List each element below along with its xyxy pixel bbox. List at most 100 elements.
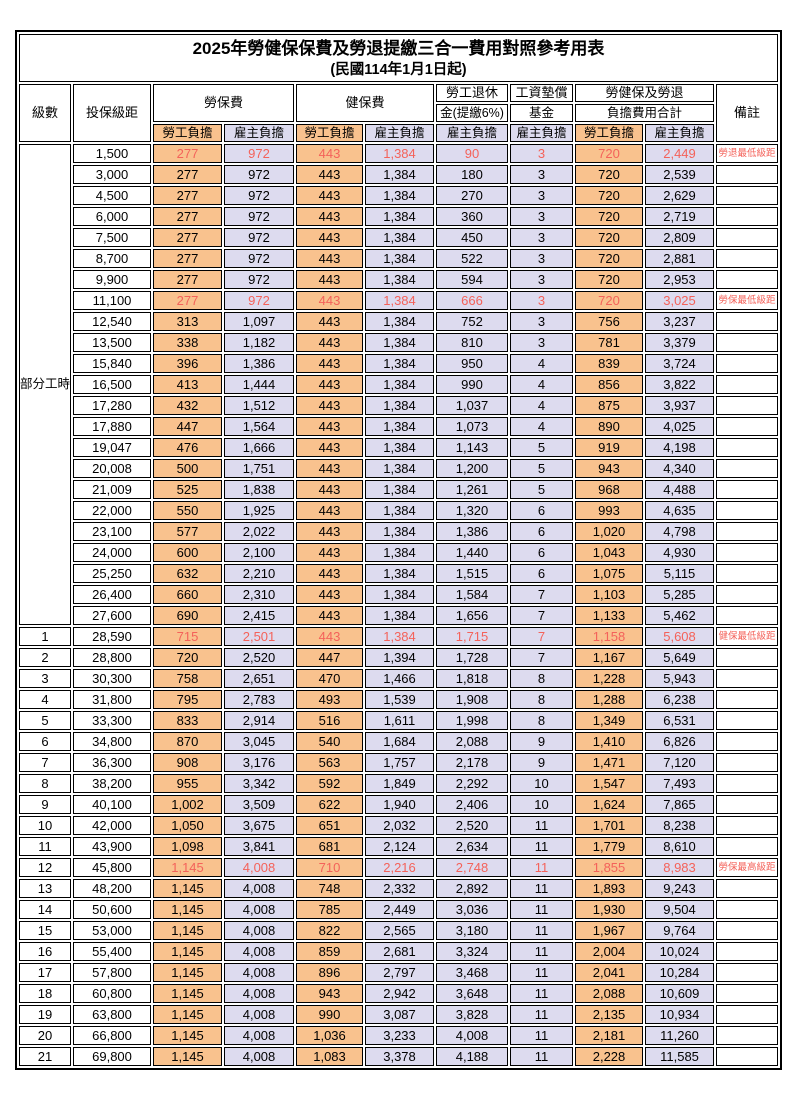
remark-cell — [716, 816, 779, 835]
total-employer-cell: 5,943 — [645, 669, 715, 688]
salary-bracket-cell: 21,009 — [73, 480, 152, 499]
level-cell: 15 — [19, 921, 72, 940]
health-employer-cell: 1,384 — [365, 564, 435, 583]
health-employer-cell: 1,384 — [365, 354, 435, 373]
subheader-wage-fund-employer-share: 雇主負擔 — [510, 124, 574, 142]
labor-employer-cell: 1,751 — [224, 459, 295, 478]
total-employer-cell: 3,379 — [645, 333, 715, 352]
remark-cell: 健保最低級距 — [716, 627, 779, 646]
wage-fund-employer-cell: 11 — [510, 900, 574, 919]
labor-employee-cell: 476 — [153, 438, 223, 457]
health-employee-cell: 443 — [296, 606, 364, 625]
wage-fund-employer-cell: 7 — [510, 585, 574, 604]
health-employer-cell: 1,539 — [365, 690, 435, 709]
total-employee-cell: 720 — [575, 291, 644, 310]
total-employer-cell: 11,260 — [645, 1026, 715, 1045]
total-employee-cell: 2,041 — [575, 963, 644, 982]
table-row: 15,840 396 1,386 443 1,384 950 4 839 3,724 — [19, 354, 779, 373]
labor-employer-cell: 4,008 — [224, 963, 295, 982]
total-employer-cell: 4,488 — [645, 480, 715, 499]
table-row: 13,500 338 1,182 443 1,384 810 3 781 3,379 — [19, 333, 779, 352]
remark-cell — [716, 753, 779, 772]
labor-employer-cell: 972 — [224, 291, 295, 310]
health-employee-cell: 622 — [296, 795, 364, 814]
page-title: 2025年勞健保保費及勞退提繳三合一費用對照參考用表 — [192, 38, 605, 58]
total-employer-cell: 10,609 — [645, 984, 715, 1003]
col-header-pension-line2: 金(提繳6%) — [436, 104, 509, 122]
table-row: 部分工時 1,500 277 972 443 1,384 90 3 720 2,449 勞退最低級距 — [19, 144, 779, 625]
table-row: 12 45,800 1,145 4,008 710 2,216 2,748 11 1,855 8,… — [19, 858, 779, 877]
salary-bracket-cell: 69,800 — [73, 1047, 152, 1066]
health-employer-cell: 1,384 — [365, 459, 435, 478]
salary-bracket-cell: 6,000 — [73, 207, 152, 226]
remark-cell — [716, 249, 779, 268]
level-cell: 13 — [19, 879, 72, 898]
table-row: 27,600 690 2,415 443 1,384 1,656 7 1,133 5,462 — [19, 606, 779, 625]
health-employee-cell: 1,083 — [296, 1047, 364, 1066]
wage-fund-employer-cell: 11 — [510, 858, 574, 877]
level-cell: 20 — [19, 1026, 72, 1045]
remark-cell — [716, 837, 779, 856]
total-employee-cell: 993 — [575, 501, 644, 520]
health-employee-cell: 748 — [296, 879, 364, 898]
labor-employee-cell: 277 — [153, 186, 223, 205]
salary-bracket-cell: 33,300 — [73, 711, 152, 730]
remark-cell — [716, 459, 779, 478]
pension-employer-cell: 3,180 — [436, 921, 509, 940]
health-employer-cell: 2,124 — [365, 837, 435, 856]
salary-bracket-cell: 57,800 — [73, 963, 152, 982]
remark-cell — [716, 312, 779, 331]
level-cell: 7 — [19, 753, 72, 772]
table-row: 11 43,900 1,098 3,841 681 2,124 2,634 11 1,779 8,… — [19, 837, 779, 856]
health-employee-cell: 563 — [296, 753, 364, 772]
labor-employer-cell: 3,176 — [224, 753, 295, 772]
pension-employer-cell: 1,715 — [436, 627, 509, 646]
labor-employee-cell: 720 — [153, 648, 223, 667]
wage-fund-employer-cell: 3 — [510, 228, 574, 247]
total-employee-cell: 720 — [575, 228, 644, 247]
health-employee-cell: 443 — [296, 438, 364, 457]
total-employee-cell: 781 — [575, 333, 644, 352]
total-employer-cell: 2,539 — [645, 165, 715, 184]
pension-employer-cell: 1,440 — [436, 543, 509, 562]
salary-bracket-cell: 36,300 — [73, 753, 152, 772]
labor-employer-cell: 1,097 — [224, 312, 295, 331]
level-cell: 4 — [19, 690, 72, 709]
total-employee-cell: 1,410 — [575, 732, 644, 751]
labor-employee-cell: 277 — [153, 207, 223, 226]
total-employee-cell: 875 — [575, 396, 644, 415]
pension-employer-cell: 1,515 — [436, 564, 509, 583]
total-employer-cell: 3,937 — [645, 396, 715, 415]
total-employer-cell: 11,585 — [645, 1047, 715, 1066]
total-employer-cell: 5,115 — [645, 564, 715, 583]
labor-employee-cell: 1,145 — [153, 1026, 223, 1045]
pension-employer-cell: 3,036 — [436, 900, 509, 919]
remark-cell: 勞保最低級距 — [716, 291, 779, 310]
health-employer-cell: 1,384 — [365, 417, 435, 436]
pension-employer-cell: 752 — [436, 312, 509, 331]
table-row: 21 69,800 1,145 4,008 1,083 3,378 4,188 11 2,228… — [19, 1047, 779, 1066]
total-employer-cell: 4,635 — [645, 501, 715, 520]
labor-employer-cell: 2,914 — [224, 711, 295, 730]
pension-employer-cell: 4,008 — [436, 1026, 509, 1045]
remark-cell — [716, 690, 779, 709]
labor-employer-cell: 1,386 — [224, 354, 295, 373]
table-row: 17,280 432 1,512 443 1,384 1,037 4 875 3,937 — [19, 396, 779, 415]
health-employer-cell: 1,757 — [365, 753, 435, 772]
salary-bracket-cell: 45,800 — [73, 858, 152, 877]
labor-employer-cell: 4,008 — [224, 1047, 295, 1066]
level-cell: 8 — [19, 774, 72, 793]
total-employer-cell: 4,198 — [645, 438, 715, 457]
wage-fund-employer-cell: 6 — [510, 522, 574, 541]
table-row: 6 34,800 870 3,045 540 1,684 2,088 9 1,410 6,826 — [19, 732, 779, 751]
labor-employee-cell: 715 — [153, 627, 223, 646]
labor-employee-cell: 396 — [153, 354, 223, 373]
labor-employer-cell: 2,210 — [224, 564, 295, 583]
labor-employee-cell: 660 — [153, 585, 223, 604]
pension-employer-cell: 1,998 — [436, 711, 509, 730]
health-employee-cell: 540 — [296, 732, 364, 751]
salary-bracket-cell: 27,600 — [73, 606, 152, 625]
wage-fund-employer-cell: 6 — [510, 543, 574, 562]
total-employee-cell: 2,181 — [575, 1026, 644, 1045]
wage-fund-employer-cell: 7 — [510, 627, 574, 646]
